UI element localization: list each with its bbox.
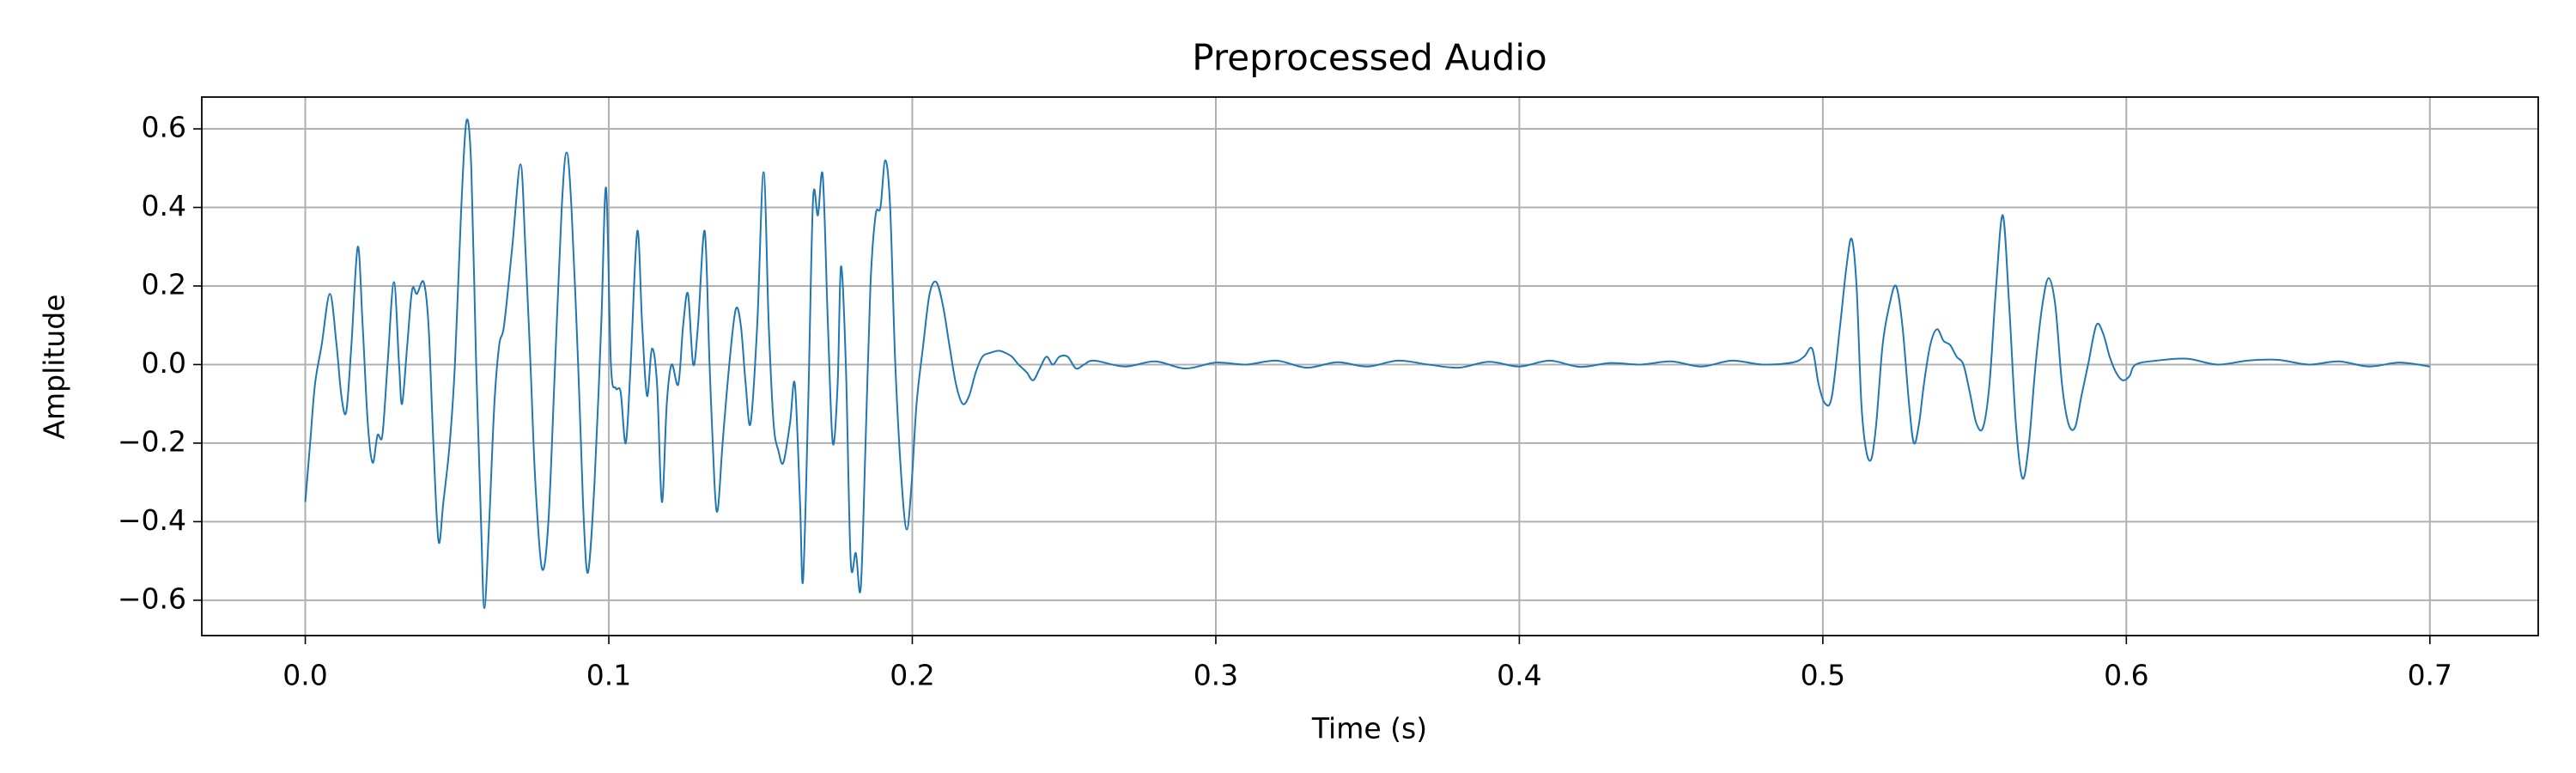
y-tick-label: −0.4 xyxy=(118,503,186,537)
x-tick-label: 0.7 xyxy=(2408,659,2452,692)
y-tick-label: −0.6 xyxy=(118,581,186,615)
y-tick-label: −0.2 xyxy=(118,424,186,458)
x-tick-label: 0.4 xyxy=(1497,659,1541,692)
waveform-line xyxy=(304,119,2430,609)
y-tick-label: 0.0 xyxy=(142,346,186,380)
x-tick-label: 0.2 xyxy=(890,659,934,692)
x-tick-label: 0.1 xyxy=(586,659,631,692)
x-tick-label: 0.0 xyxy=(283,659,327,692)
x-tick-label: 0.6 xyxy=(2104,659,2148,692)
x-axis-label: Time (s) xyxy=(1311,712,1427,746)
y-tick-label: 0.2 xyxy=(142,267,186,301)
y-axis-label: Amplitude xyxy=(38,294,71,439)
y-tick-label: 0.6 xyxy=(142,111,186,144)
y-tick-label: 0.4 xyxy=(142,189,186,222)
chart-title: Preprocessed Audio xyxy=(1192,37,1546,79)
x-tick-label: 0.3 xyxy=(1194,659,1238,692)
x-tick-label: 0.5 xyxy=(1801,659,1845,692)
plot-frame xyxy=(201,96,2539,636)
